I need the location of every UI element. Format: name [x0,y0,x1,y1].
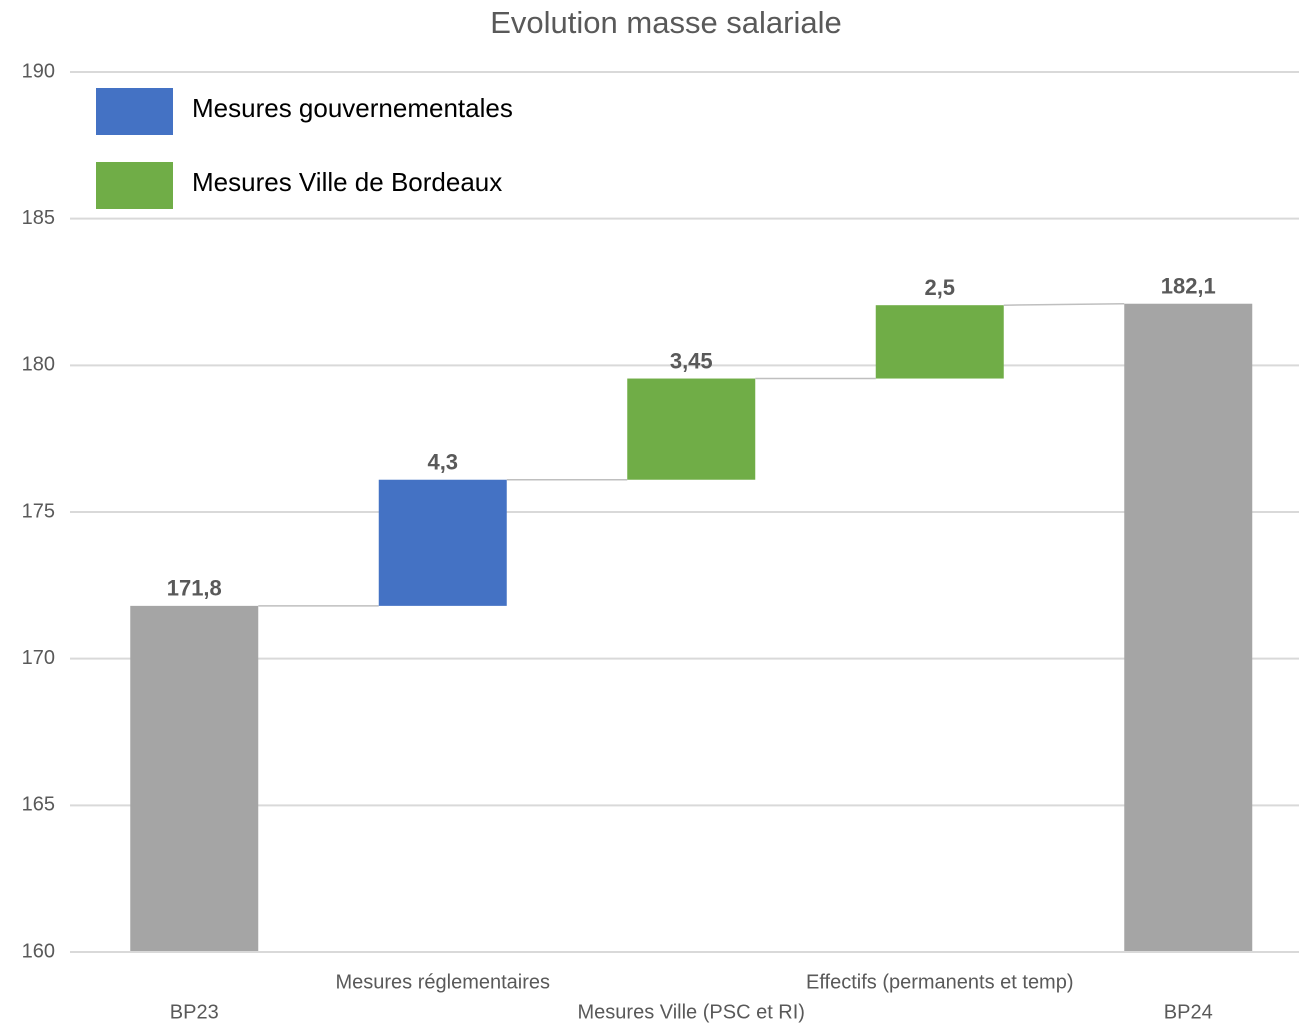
y-tick-label: 185 [22,207,55,229]
y-tick-label: 175 [22,500,55,522]
chart-title: Evolution masse salariale [490,5,842,40]
bar [378,479,507,606]
y-tick-label: 190 [22,60,55,82]
y-tick-label: 170 [22,647,55,669]
x-tick-label: BP23 [170,1001,219,1023]
legend-label: Mesures Ville de Bordeaux [192,167,502,197]
legend-label: Mesures gouvernementales [192,93,513,123]
bar [627,378,756,480]
bar [875,305,1004,379]
value-label: 3,45 [670,348,713,373]
value-label: 171,8 [167,576,222,601]
bar [130,605,259,952]
x-tick-label: Mesures réglementaires [335,971,550,993]
x-tick-label: BP24 [1164,1001,1213,1023]
connector [1003,302,1125,306]
bar [1124,303,1253,952]
value-label: 2,5 [924,275,955,300]
legend-swatch [96,162,173,209]
value-label: 4,3 [427,450,458,475]
value-label: 182,1 [1161,274,1216,299]
y-tick-label: 165 [22,794,55,816]
legend-swatch [96,88,173,135]
x-tick-label: Effectifs (permanents et temp) [806,971,1074,993]
x-tick-label: Mesures Ville (PSC et RI) [578,1001,805,1023]
y-tick-label: 160 [22,940,55,962]
y-tick-label: 180 [22,354,55,376]
